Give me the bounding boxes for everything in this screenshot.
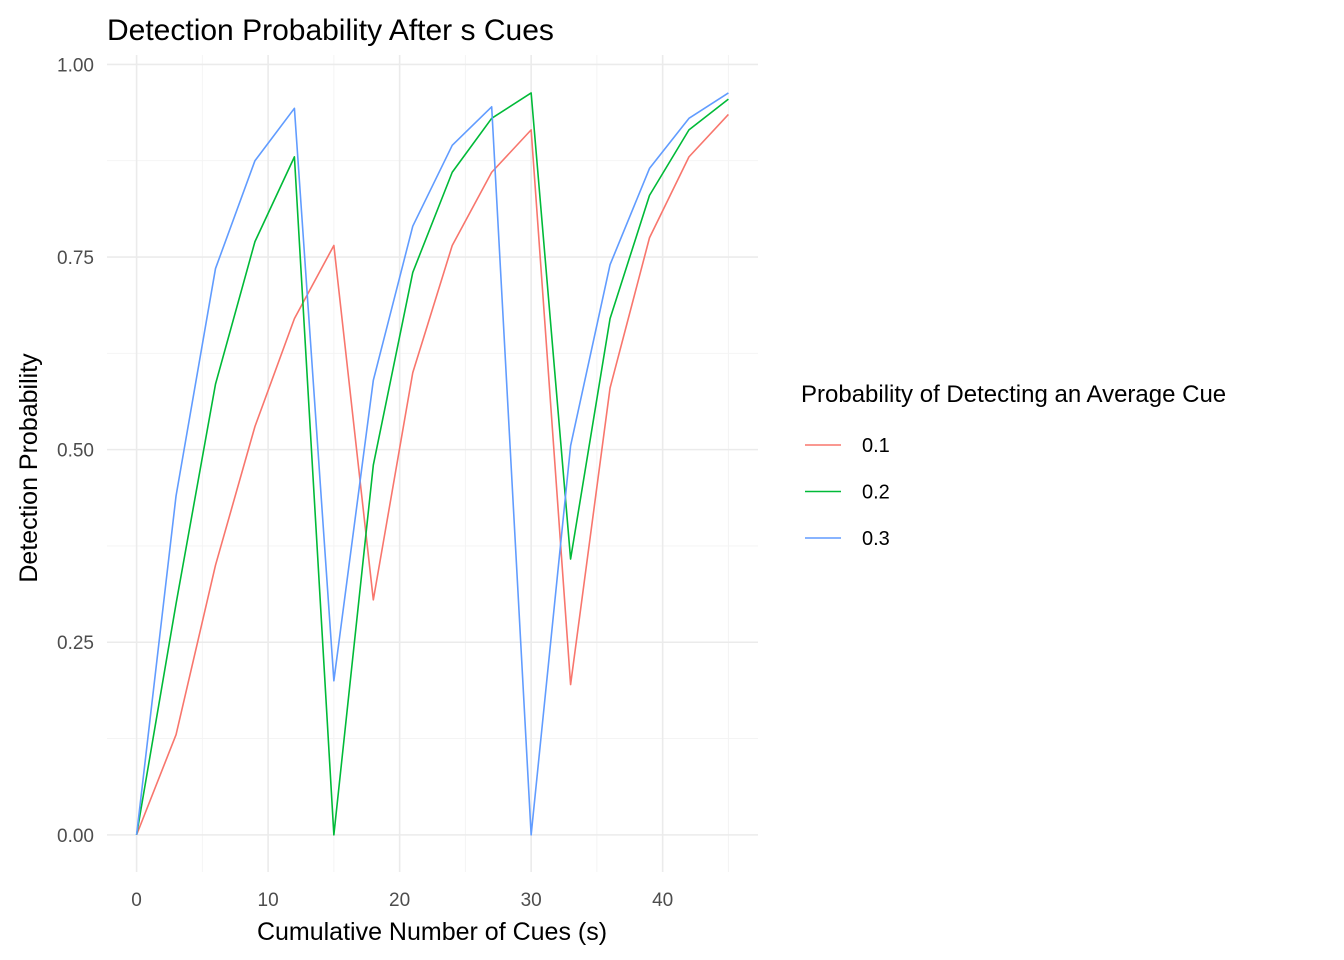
x-tick-label: 30 [521, 890, 542, 911]
y-axis-title: Detection Probability [15, 353, 43, 583]
chart-title: Detection Probability After s Cues [107, 14, 554, 47]
x-tick-label: 40 [652, 890, 673, 911]
y-tick-label: 0.50 [57, 441, 94, 462]
x-axis-ticks: 0 10 20 30 40 [131, 890, 673, 911]
x-tick-label: 0 [131, 890, 142, 911]
legend: Probability of Detecting an Average Cue … [801, 381, 1226, 550]
x-tick-label: 10 [258, 890, 279, 911]
y-axis-ticks: 0.00 0.25 0.50 0.75 1.00 [57, 55, 94, 846]
legend-title: Probability of Detecting an Average Cue [801, 381, 1226, 408]
x-axis-title: Cumulative Number of Cues (s) [257, 918, 607, 946]
y-tick-label: 1.00 [57, 55, 94, 76]
series-line-0.3 [135, 92, 729, 836]
series-lines [135, 92, 729, 836]
y-tick-label: 0.00 [57, 826, 94, 847]
y-tick-label: 0.25 [57, 633, 94, 654]
legend-label: 0.1 [862, 435, 890, 457]
grid [107, 55, 758, 872]
legend-label: 0.2 [862, 482, 890, 504]
y-tick-label: 0.75 [57, 248, 94, 269]
series-line-0.1 [135, 113, 729, 836]
legend-label: 0.3 [862, 528, 890, 550]
x-tick-label: 20 [389, 890, 410, 911]
series-line-0.2 [135, 92, 729, 836]
